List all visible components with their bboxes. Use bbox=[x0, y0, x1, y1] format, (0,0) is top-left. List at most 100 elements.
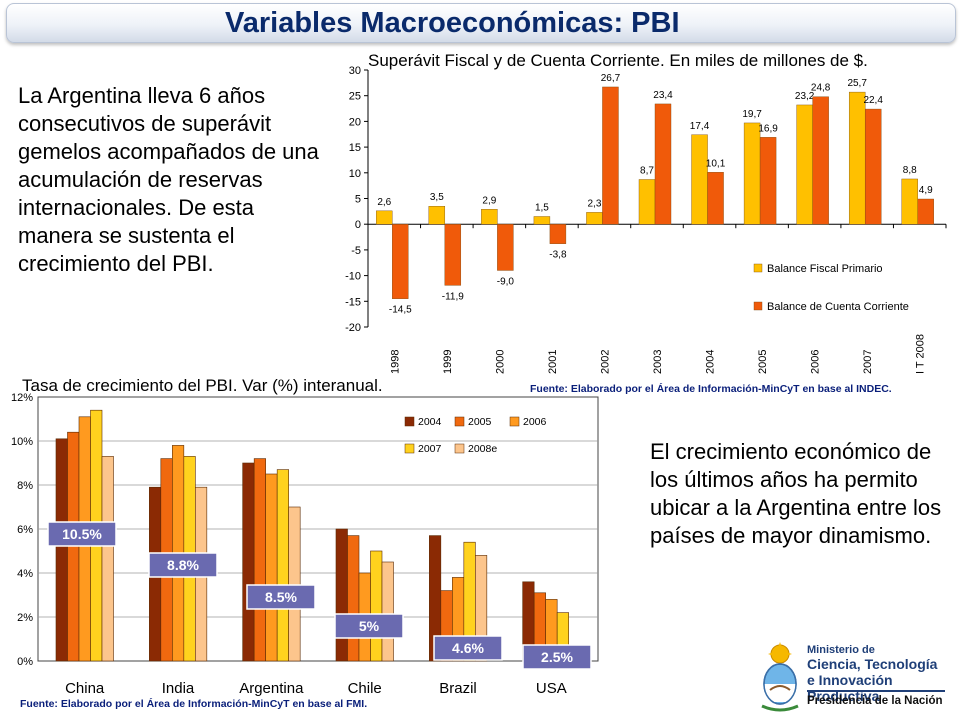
surplus-data-label: 2,6 bbox=[377, 197, 391, 208]
growth-bar bbox=[78, 416, 91, 662]
surplus-chart-title: Superávit Fiscal y de Cuenta Corriente. … bbox=[368, 51, 868, 70]
growth-average-label: 5% bbox=[359, 618, 380, 634]
growth-y-tick-label: 4% bbox=[17, 568, 33, 580]
growth-bar bbox=[440, 590, 453, 662]
growth-bar bbox=[358, 572, 371, 662]
surplus-bar bbox=[533, 216, 551, 225]
growth-average-label: 10.5% bbox=[62, 526, 102, 542]
surplus-bar bbox=[848, 91, 866, 225]
surplus-bar bbox=[901, 178, 918, 225]
surplus-data-label: 1,5 bbox=[535, 202, 549, 213]
growth-bar bbox=[265, 473, 278, 662]
surplus-bar bbox=[586, 212, 603, 225]
title-bar: Variables Macroeconómicas: PBI bbox=[6, 3, 956, 43]
surplus-y-tick-label: 0 bbox=[355, 219, 361, 231]
surplus-bar bbox=[392, 223, 409, 299]
surplus-data-label: 8,8 bbox=[903, 165, 917, 176]
growth-legend-label: 2004 bbox=[418, 416, 442, 428]
growth-bar bbox=[429, 535, 442, 662]
growth-y-tick-label: 10% bbox=[11, 436, 33, 448]
surplus-bar bbox=[376, 210, 393, 225]
surplus-y-tick-label: -10 bbox=[345, 271, 361, 283]
surplus-y-tick-label: -15 bbox=[345, 296, 361, 308]
growth-average-badge bbox=[433, 635, 503, 661]
growth-bar bbox=[370, 550, 383, 662]
surplus-data-label: -3,8 bbox=[549, 250, 567, 261]
growth-y-tick-label: 0% bbox=[17, 656, 33, 668]
growth-bar bbox=[90, 409, 103, 662]
surplus-x-tick-label: 2002 bbox=[599, 350, 611, 374]
growth-bar bbox=[522, 581, 535, 662]
logo-line-1: Ministerio de bbox=[807, 644, 875, 656]
growth-average-label: 8.8% bbox=[167, 557, 199, 573]
surplus-y-tick-label: 20 bbox=[349, 116, 361, 128]
growth-legend-label: 2006 bbox=[523, 416, 547, 428]
growth-average-label: 4.6% bbox=[452, 640, 484, 656]
growth-bar bbox=[335, 528, 348, 662]
surplus-x-tick-label: 2005 bbox=[757, 350, 769, 374]
growth-bar bbox=[533, 592, 546, 662]
surplus-bar bbox=[796, 104, 813, 225]
surplus-data-label: 16,9 bbox=[758, 123, 778, 134]
surplus-y-tick-label: 10 bbox=[349, 168, 361, 180]
growth-average-badge bbox=[334, 613, 404, 639]
growth-legend-swatch bbox=[404, 443, 415, 454]
surplus-bar bbox=[497, 223, 514, 271]
growth-legend-label: 2008e bbox=[468, 443, 497, 455]
surplus-data-label: 24,8 bbox=[811, 83, 831, 94]
surplus-bar bbox=[743, 122, 761, 225]
surplus-legend-label: Balance de Cuenta Corriente bbox=[767, 301, 909, 313]
surplus-data-label: 26,7 bbox=[601, 73, 621, 84]
growth-x-tick-label: USA bbox=[536, 680, 567, 697]
surplus-y-tick-label: 5 bbox=[355, 194, 361, 206]
growth-y-tick-label: 6% bbox=[17, 524, 33, 536]
growth-bar bbox=[160, 458, 173, 662]
page-title: Variables Macroeconómicas: PBI bbox=[225, 7, 680, 39]
surplus-source: Fuente: Elaborado por el Área de Informa… bbox=[530, 382, 892, 395]
growth-bar bbox=[55, 438, 68, 662]
surplus-legend-swatch bbox=[753, 301, 763, 311]
surplus-x-tick-label: 2001 bbox=[547, 350, 559, 374]
surplus-bar bbox=[691, 134, 708, 225]
surplus-bar bbox=[638, 179, 656, 225]
growth-average-badge bbox=[148, 552, 218, 578]
growth-average-badge bbox=[522, 644, 592, 670]
surplus-data-label: 23,2 bbox=[795, 91, 815, 102]
growth-legend-label: 2007 bbox=[418, 443, 442, 455]
surplus-x-tick-label: 2006 bbox=[810, 350, 822, 374]
surplus-y-tick-label: 15 bbox=[349, 142, 361, 154]
growth-bar bbox=[149, 486, 162, 662]
surplus-data-label: 25,7 bbox=[847, 78, 867, 89]
growth-legend-label: 2005 bbox=[468, 416, 492, 428]
logo-line-3: e Innovación Productiva bbox=[807, 672, 893, 704]
surplus-x-tick-label: I T 2008 bbox=[915, 334, 927, 374]
surplus-bar bbox=[428, 206, 446, 225]
surplus-x-tick-label: 2000 bbox=[494, 350, 506, 374]
surplus-bar bbox=[602, 86, 619, 225]
surplus-y-tick-label: 30 bbox=[349, 65, 361, 77]
growth-average-label: 2.5% bbox=[541, 649, 573, 665]
surplus-data-label: 3,5 bbox=[430, 192, 444, 203]
surplus-x-tick-label: 1999 bbox=[442, 350, 454, 374]
right-text-block: El crecimiento económico de los últimos … bbox=[650, 439, 942, 548]
surplus-data-label: 8,7 bbox=[640, 165, 654, 176]
left-text-block: La Argentina lleva 6 años consecutivos d… bbox=[18, 83, 319, 276]
surplus-data-label: 4,9 bbox=[919, 185, 933, 196]
surplus-bar bbox=[549, 223, 567, 244]
surplus-bar bbox=[707, 172, 724, 225]
growth-bar bbox=[172, 445, 185, 662]
surplus-data-label: 23,4 bbox=[653, 90, 673, 101]
logo-line-4: Presidencia de la Nación bbox=[807, 695, 943, 707]
growth-x-tick-label: Chile bbox=[348, 680, 382, 697]
growth-bar bbox=[381, 561, 394, 662]
growth-bar bbox=[288, 506, 301, 662]
surplus-data-label: 2,9 bbox=[482, 195, 496, 206]
surplus-legend-label: Balance Fiscal Primario bbox=[767, 263, 883, 275]
growth-average-badge bbox=[47, 521, 117, 547]
growth-source: Fuente: Elaborado por el Área de Informa… bbox=[20, 697, 367, 710]
growth-average-label: 8.5% bbox=[265, 589, 297, 605]
surplus-y-tick-label: -20 bbox=[345, 322, 361, 334]
growth-y-tick-label: 8% bbox=[17, 480, 33, 492]
surplus-data-label: 22,4 bbox=[863, 95, 883, 106]
growth-bar bbox=[67, 431, 80, 662]
